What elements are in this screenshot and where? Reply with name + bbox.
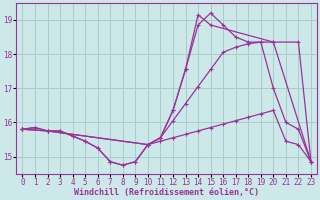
X-axis label: Windchill (Refroidissement éolien,°C): Windchill (Refroidissement éolien,°C): [74, 188, 259, 197]
